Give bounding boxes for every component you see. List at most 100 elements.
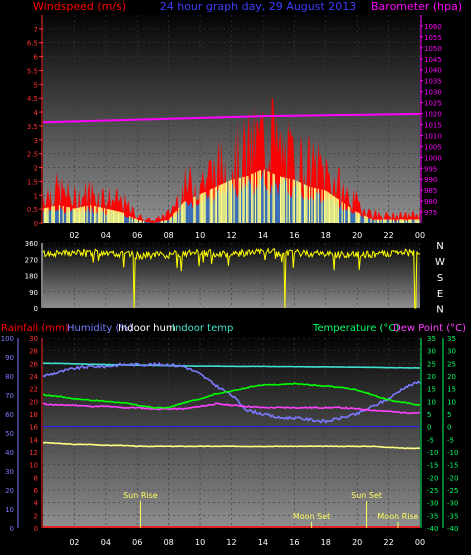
wind-speed-bar (259, 170, 262, 223)
wind-speed-bar (416, 219, 419, 223)
wind-speed-bar (68, 207, 70, 223)
compass-label: S (437, 273, 443, 284)
event-label: Sun Rise (123, 491, 158, 500)
windspeed-axis-title: Windspeed (m/s) (33, 0, 126, 13)
wind-speed-bar (273, 174, 275, 223)
wind-speed-bar (415, 219, 417, 223)
wind-speed-bar (170, 216, 172, 223)
wind-speed-bar (183, 202, 185, 223)
wind-speed-bar (401, 219, 404, 223)
wind-speed-bar (288, 178, 290, 223)
indoor-temp-label: Indoor temp (172, 323, 233, 334)
compass-label: N (436, 241, 443, 252)
dew-point-tick-label: 5 (447, 411, 451, 419)
wind-speed-bar (107, 209, 109, 223)
wind-speed-bar (283, 177, 285, 223)
wind-speed-bar (258, 170, 260, 223)
wind-speed-bar (114, 210, 116, 223)
wind-speed-bar (281, 176, 283, 223)
wind-speed-bar (202, 193, 204, 223)
hour-tick-label: 18 (321, 231, 331, 240)
wind-speed-bar (327, 192, 329, 223)
wind-speed-bar (81, 206, 83, 223)
wind-speed-bar (376, 219, 378, 223)
wind-speed-bar (364, 215, 366, 223)
wind-speed-bar (349, 206, 351, 223)
wind-speed-bar (384, 219, 386, 223)
wind-speed-bar (165, 219, 167, 223)
wind-speed-bar (86, 205, 88, 223)
direction-tick-label: 180 (25, 273, 38, 281)
wind-speed-bar (203, 192, 205, 223)
wind-speed-bar (164, 220, 166, 223)
wind-speed-bar (214, 187, 216, 223)
barometer-tick-label: 1005 (424, 143, 442, 151)
wind-speed-bar (173, 213, 175, 223)
windspeed-tick-label: 3 (34, 137, 38, 145)
wind-speed-bar (286, 178, 288, 223)
barometer-tick-label: 1030 (424, 89, 442, 97)
temperature-axes: 0102030405060708090100024681012141618202… (1, 335, 459, 533)
wind-speed-bar (76, 208, 78, 223)
wind-speed-bar (380, 219, 382, 223)
temperature-tick-label: 35 (427, 335, 436, 343)
wind-speed-bar (200, 193, 202, 223)
humidity-tick-label: 80 (5, 373, 14, 381)
wind-speed-bar (122, 213, 125, 223)
rain-tick-label: 26 (29, 360, 38, 368)
wind-speed-bar (378, 219, 380, 223)
wind-speed-bar (357, 212, 360, 223)
wind-speed-bar (66, 206, 68, 223)
wind-speed-bar (254, 172, 256, 223)
wind-speed-bar (296, 180, 298, 223)
wind-speed-bar (97, 206, 99, 223)
temperature-tick-label: -25 (427, 487, 438, 495)
hour-tick-label: 18 (321, 538, 331, 547)
temperature-tick-label: -15 (427, 462, 438, 470)
hour-tick-label: 08 (164, 538, 174, 547)
temperature-tick-label: 10 (427, 398, 436, 406)
wind-speed-bar (383, 219, 385, 223)
barometer-tick-label: 1025 (424, 100, 442, 108)
wind-speed-bar (223, 183, 225, 223)
wind-speed-bar (282, 177, 284, 223)
wind-speed-bar (305, 184, 307, 223)
dew-point-tick-label: -15 (447, 462, 458, 470)
wind-speed-bar (332, 195, 334, 223)
temperature-tick-label: -30 (427, 500, 438, 508)
barometer-tick-label: 1035 (424, 78, 442, 86)
barometer-tick-label: 1060 (424, 23, 442, 31)
temperature-line (42, 382, 421, 409)
hour-tick-label: 22 (383, 538, 393, 547)
hour-tick-label: 02 (69, 231, 79, 240)
wind-speed-bar (224, 182, 226, 223)
wind-speed-bar (365, 216, 367, 223)
wind-speed-bar (231, 179, 233, 223)
dew-point-tick-label: 0 (447, 424, 451, 432)
temperature-tick-label: -20 (427, 474, 438, 482)
wind-speed-bar (229, 180, 231, 223)
windspeed-tick-label: 4 (34, 109, 39, 117)
barometer-tick-label: 1045 (424, 56, 442, 64)
wind-speed-bar (119, 211, 121, 223)
wind-speed-bar (292, 179, 294, 223)
wind-speed-bar (337, 199, 339, 223)
humidity-tick-label: 0 (10, 525, 14, 533)
wind-speed-bar (228, 180, 230, 223)
rain-tick-label: 14 (29, 436, 38, 444)
wind-speed-bar (399, 219, 401, 223)
wind-speed-bar (225, 182, 228, 223)
temperature-label: Temperature (°C) (312, 323, 399, 334)
wind-speed-bar (212, 188, 214, 223)
temperature-tick-label: 20 (427, 373, 436, 381)
wind-speed-bar (95, 206, 97, 223)
hour-tick-label: 04 (101, 231, 111, 240)
wind-speed-bar (403, 219, 405, 223)
wind-speed-bar (131, 217, 133, 223)
humidity-tick-label: 60 (5, 411, 14, 419)
wind-speed-bar (280, 176, 282, 223)
wind-speed-bar (106, 208, 108, 223)
temperature-tick-label: 5 (427, 411, 431, 419)
wind-speed-bar (393, 219, 395, 223)
wind-speed-bar (121, 212, 123, 223)
